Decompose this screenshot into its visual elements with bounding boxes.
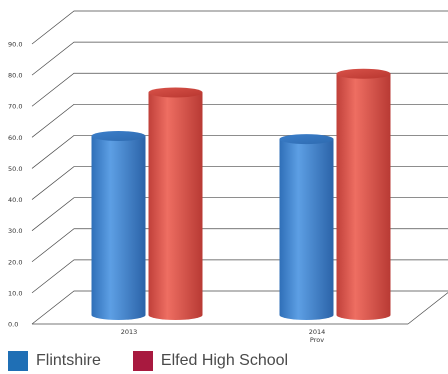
y-axis: 0.0 10.0 20.0 30.0 40.0 50.0 60.0 70.0 80.0 90.0 — [8, 41, 22, 329]
x-tick-label: 2013 — [121, 328, 138, 336]
legend-swatch-flintshire — [8, 351, 28, 371]
legend-label-elfed-high-school: Elfed High School — [160, 352, 289, 369]
bar-flintshire-2014 — [279, 134, 334, 320]
y-tick-label: 50.0 — [8, 165, 22, 173]
legend: Flintshire Elfed High School — [8, 350, 438, 372]
floor-side-edge — [407, 292, 448, 325]
gridline — [31, 72, 448, 107]
bar-top — [148, 87, 203, 98]
bar-flintshire-2013 — [91, 131, 146, 320]
bar-body — [148, 92, 203, 320]
bar-top — [336, 68, 391, 79]
gridline — [31, 10, 448, 45]
y-tick-label: 10.0 — [8, 289, 22, 297]
y-tick-label: 80.0 — [8, 72, 22, 80]
bar-body — [279, 139, 334, 320]
gridline — [31, 41, 448, 76]
x-tick-label: 2014 Prov — [309, 328, 326, 344]
y-tick-label: 60.0 — [8, 134, 22, 142]
y-tick-label: 40.0 — [8, 196, 22, 204]
legend-swatch-elfed-high-school — [132, 351, 153, 371]
y-tick-label: 30.0 — [8, 227, 22, 235]
bar-body — [91, 136, 146, 320]
chart: 0.010.020.030.040.050.060.070.080.090.0 … — [8, 10, 448, 344]
y-tick-label: 0.0 — [8, 321, 18, 329]
legend-item-elfed-high-school: Elfed High School — [132, 351, 289, 371]
bar-top — [279, 134, 334, 145]
bars — [91, 68, 391, 321]
gridline — [31, 103, 448, 138]
y-tick-label: 70.0 — [8, 103, 22, 111]
x-axis: 2013 2014 Prov — [121, 328, 326, 344]
bar-elfed-high-school-2013 — [148, 87, 203, 320]
bar-body — [336, 73, 391, 321]
bar-top — [91, 131, 146, 141]
legend-item-flintshire: Flintshire — [8, 351, 101, 371]
gridlines — [31, 10, 448, 325]
y-tick-label: 20.0 — [8, 258, 22, 266]
y-tick-label: 90.0 — [8, 41, 22, 49]
bar-elfed-high-school-2014 — [336, 68, 391, 321]
legend-label-flintshire: Flintshire — [36, 352, 101, 369]
